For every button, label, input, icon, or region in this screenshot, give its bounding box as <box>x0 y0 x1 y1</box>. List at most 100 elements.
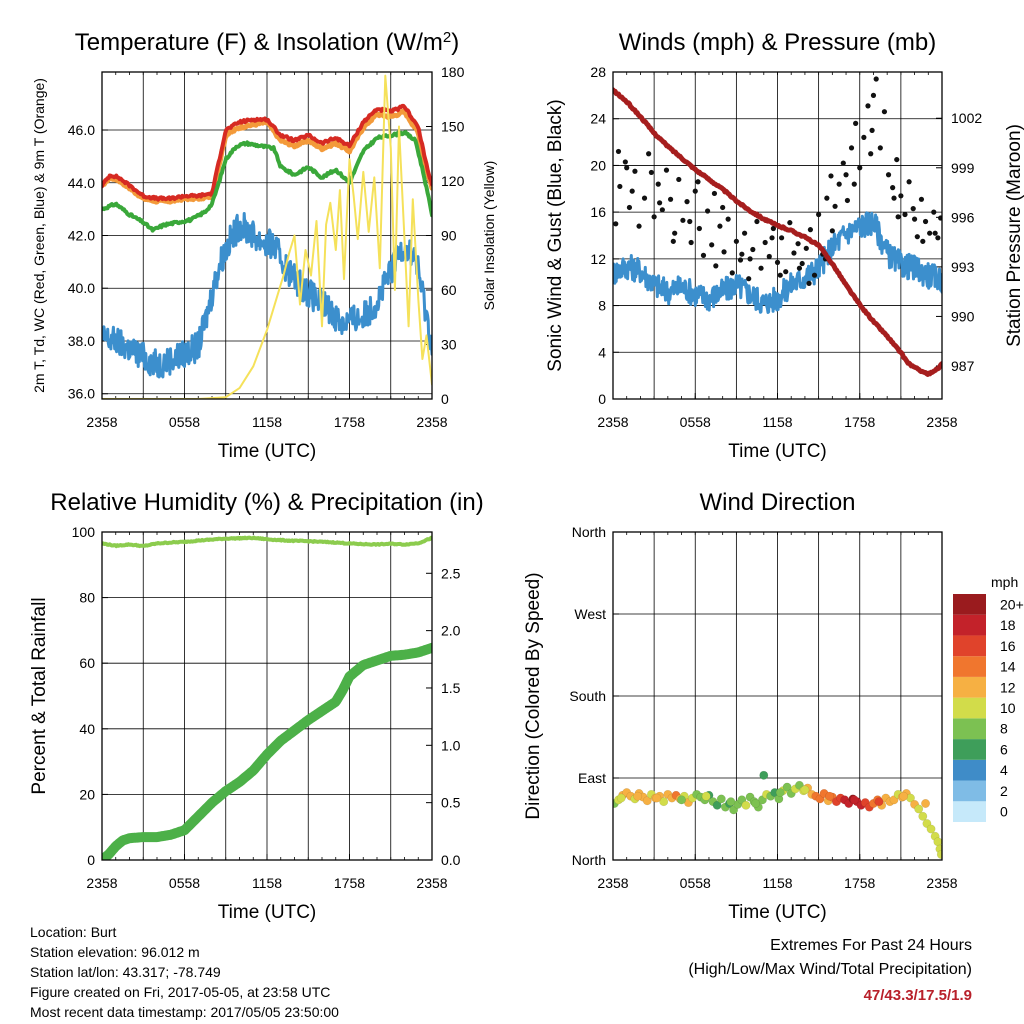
direction-point <box>899 791 909 801</box>
gust-point <box>742 230 748 236</box>
x-tick-label: 0558 <box>169 414 200 430</box>
extremes-title: Extremes For Past 24 Hours <box>770 937 972 954</box>
gust-point <box>754 218 760 225</box>
gust-point <box>717 223 723 229</box>
x-axis-label: Time (UTC) <box>728 441 827 462</box>
gust-point <box>935 235 941 241</box>
gust-point <box>655 181 661 187</box>
x-axis: 2358 0558 1158 1758 2358 Time (UTC) <box>597 532 958 923</box>
gust-point <box>737 257 744 263</box>
x-tick-label: 2358 <box>597 875 628 891</box>
gust-point <box>769 235 775 241</box>
gust-point <box>687 218 693 225</box>
y-tick-label: 46.0 <box>68 122 95 138</box>
extremes-subtitle: (High/Low/Max Wind/Total Precipitation) <box>688 961 972 978</box>
x-axis-label: Time (UTC) <box>218 441 317 462</box>
y-tick-label: 60 <box>79 655 95 671</box>
gust-point <box>758 265 764 271</box>
direction-point <box>652 793 662 803</box>
colorbar-label: 18 <box>1000 617 1016 633</box>
chart-title: Relative Humidity (%) & Precipitation (i… <box>50 489 483 516</box>
gust-point <box>750 246 756 253</box>
gust-point <box>700 252 707 258</box>
x-axis-label: Time (UTC) <box>218 902 317 923</box>
plot-area <box>613 76 942 377</box>
gust-point <box>725 216 731 222</box>
y-tick-label: 28 <box>590 64 606 80</box>
x-tick-label: 2358 <box>926 414 957 430</box>
grid <box>102 72 432 399</box>
gust-point <box>881 109 888 115</box>
gust-point <box>704 208 711 214</box>
y-right-tick-label: 990 <box>951 308 975 324</box>
colorbar-title: mph <box>991 574 1018 590</box>
gust-point <box>622 159 628 165</box>
direction-point <box>914 804 924 814</box>
x-tick-label: 0558 <box>680 875 711 891</box>
gust-point <box>729 270 735 276</box>
gust-point <box>733 238 739 244</box>
direction-point <box>918 811 928 821</box>
gust-point <box>832 203 838 209</box>
plot-frame <box>101 531 433 861</box>
gust-point <box>720 204 726 211</box>
y-tick-label: South <box>569 688 606 704</box>
gust-point <box>684 199 690 205</box>
gust-point <box>857 165 863 171</box>
x-tick-label: 2358 <box>926 875 957 891</box>
gust-point <box>914 234 920 240</box>
gust-point <box>865 103 871 109</box>
x-tick-label: 0558 <box>680 414 711 430</box>
grid <box>613 72 942 399</box>
gust-point <box>796 265 803 271</box>
x-axis: 2358 0558 1158 1758 2358 Time (UTC) <box>86 72 448 462</box>
gust-point <box>613 221 619 227</box>
gust-point <box>895 214 901 220</box>
y-tick-label: 38.0 <box>68 333 95 349</box>
colorbar-label: 14 <box>1000 659 1016 675</box>
direction-point <box>926 824 936 834</box>
y-tick-label: 20 <box>79 786 95 802</box>
colorbar-label: 4 <box>1000 762 1008 778</box>
gust-point <box>816 211 822 218</box>
x-tick-label: 2358 <box>597 414 628 430</box>
y-tick-label: 0 <box>598 391 606 407</box>
gust-point <box>636 223 642 229</box>
direction-point <box>726 797 736 807</box>
y-right-tick-label: 2.5 <box>441 565 461 581</box>
gust-point <box>851 181 857 187</box>
gust-point <box>676 176 682 183</box>
plot-area <box>613 770 942 859</box>
x-tick-label: 2358 <box>416 875 447 891</box>
chart-dir: Wind Direction 2358 0558 1158 1758 2358 Time (… <box>523 489 1024 923</box>
gust-point <box>894 156 900 163</box>
plot-frame <box>612 71 943 400</box>
y-right-axis-label: Station Pressure (Maroon) <box>1004 124 1024 347</box>
gust-point <box>617 183 623 190</box>
direction-point <box>677 795 686 805</box>
gust-point <box>931 209 937 215</box>
colorbar-label: 16 <box>1000 638 1016 654</box>
gust-point <box>828 173 834 179</box>
x-tick-label: 1158 <box>252 875 282 891</box>
y-right-axis-label: Solar Insolation (Yellow) <box>481 161 497 311</box>
gust-point <box>840 160 846 166</box>
x-tick-label: 1158 <box>252 414 282 430</box>
y-axis-label: Direction (Colored By Speed) <box>523 572 544 819</box>
y-tick-label: 8 <box>598 298 606 314</box>
gust-point <box>626 204 633 211</box>
colorbar-swatch <box>953 718 986 740</box>
gust-point <box>911 216 918 222</box>
gust-point <box>795 241 801 247</box>
gust-point <box>811 272 818 278</box>
gust-point <box>648 169 654 176</box>
gust-point <box>783 269 789 275</box>
colorbar-swatch <box>953 635 986 657</box>
info-location: Location: Burt <box>30 924 117 940</box>
gust-point <box>891 195 897 201</box>
x-axis-label: Time (UTC) <box>728 902 827 923</box>
colorbar-swatch <box>953 676 986 698</box>
x-tick-label: 1758 <box>334 414 365 430</box>
x-tick-label: 2358 <box>86 875 117 891</box>
